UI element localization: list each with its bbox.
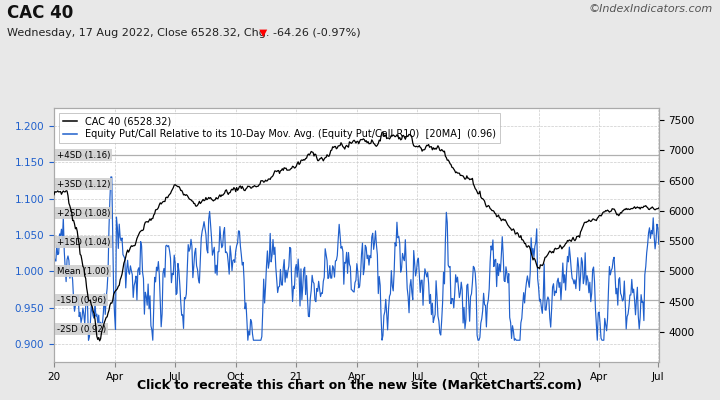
Text: CAC 40: CAC 40 xyxy=(7,4,73,22)
Text: +2SD (1.08): +2SD (1.08) xyxy=(57,209,110,218)
Text: +3SD (1.12): +3SD (1.12) xyxy=(57,180,110,189)
Text: -2SD (0.92): -2SD (0.92) xyxy=(57,325,106,334)
Text: Mean (1.00): Mean (1.00) xyxy=(57,267,109,276)
Legend: CAC 40 (6528.32), Equity Put/Call Relative to its 10-Day Mov. Avg. (Equity Put/C: CAC 40 (6528.32), Equity Put/Call Relati… xyxy=(59,113,500,143)
Text: ©IndexIndicators.com: ©IndexIndicators.com xyxy=(588,4,713,14)
Text: +4SD (1.16): +4SD (1.16) xyxy=(57,151,110,160)
Text: -1SD (0.96): -1SD (0.96) xyxy=(57,296,106,305)
Text: ▼: ▼ xyxy=(256,28,267,38)
Text: Click to recreate this chart on the new site (MarketCharts.com): Click to recreate this chart on the new … xyxy=(138,379,582,392)
Text: +1SD (1.04): +1SD (1.04) xyxy=(57,238,110,247)
Text: Wednesday, 17 Aug 2022, Close 6528.32, Chg. -64.26 (-0.97%): Wednesday, 17 Aug 2022, Close 6528.32, C… xyxy=(7,28,361,38)
